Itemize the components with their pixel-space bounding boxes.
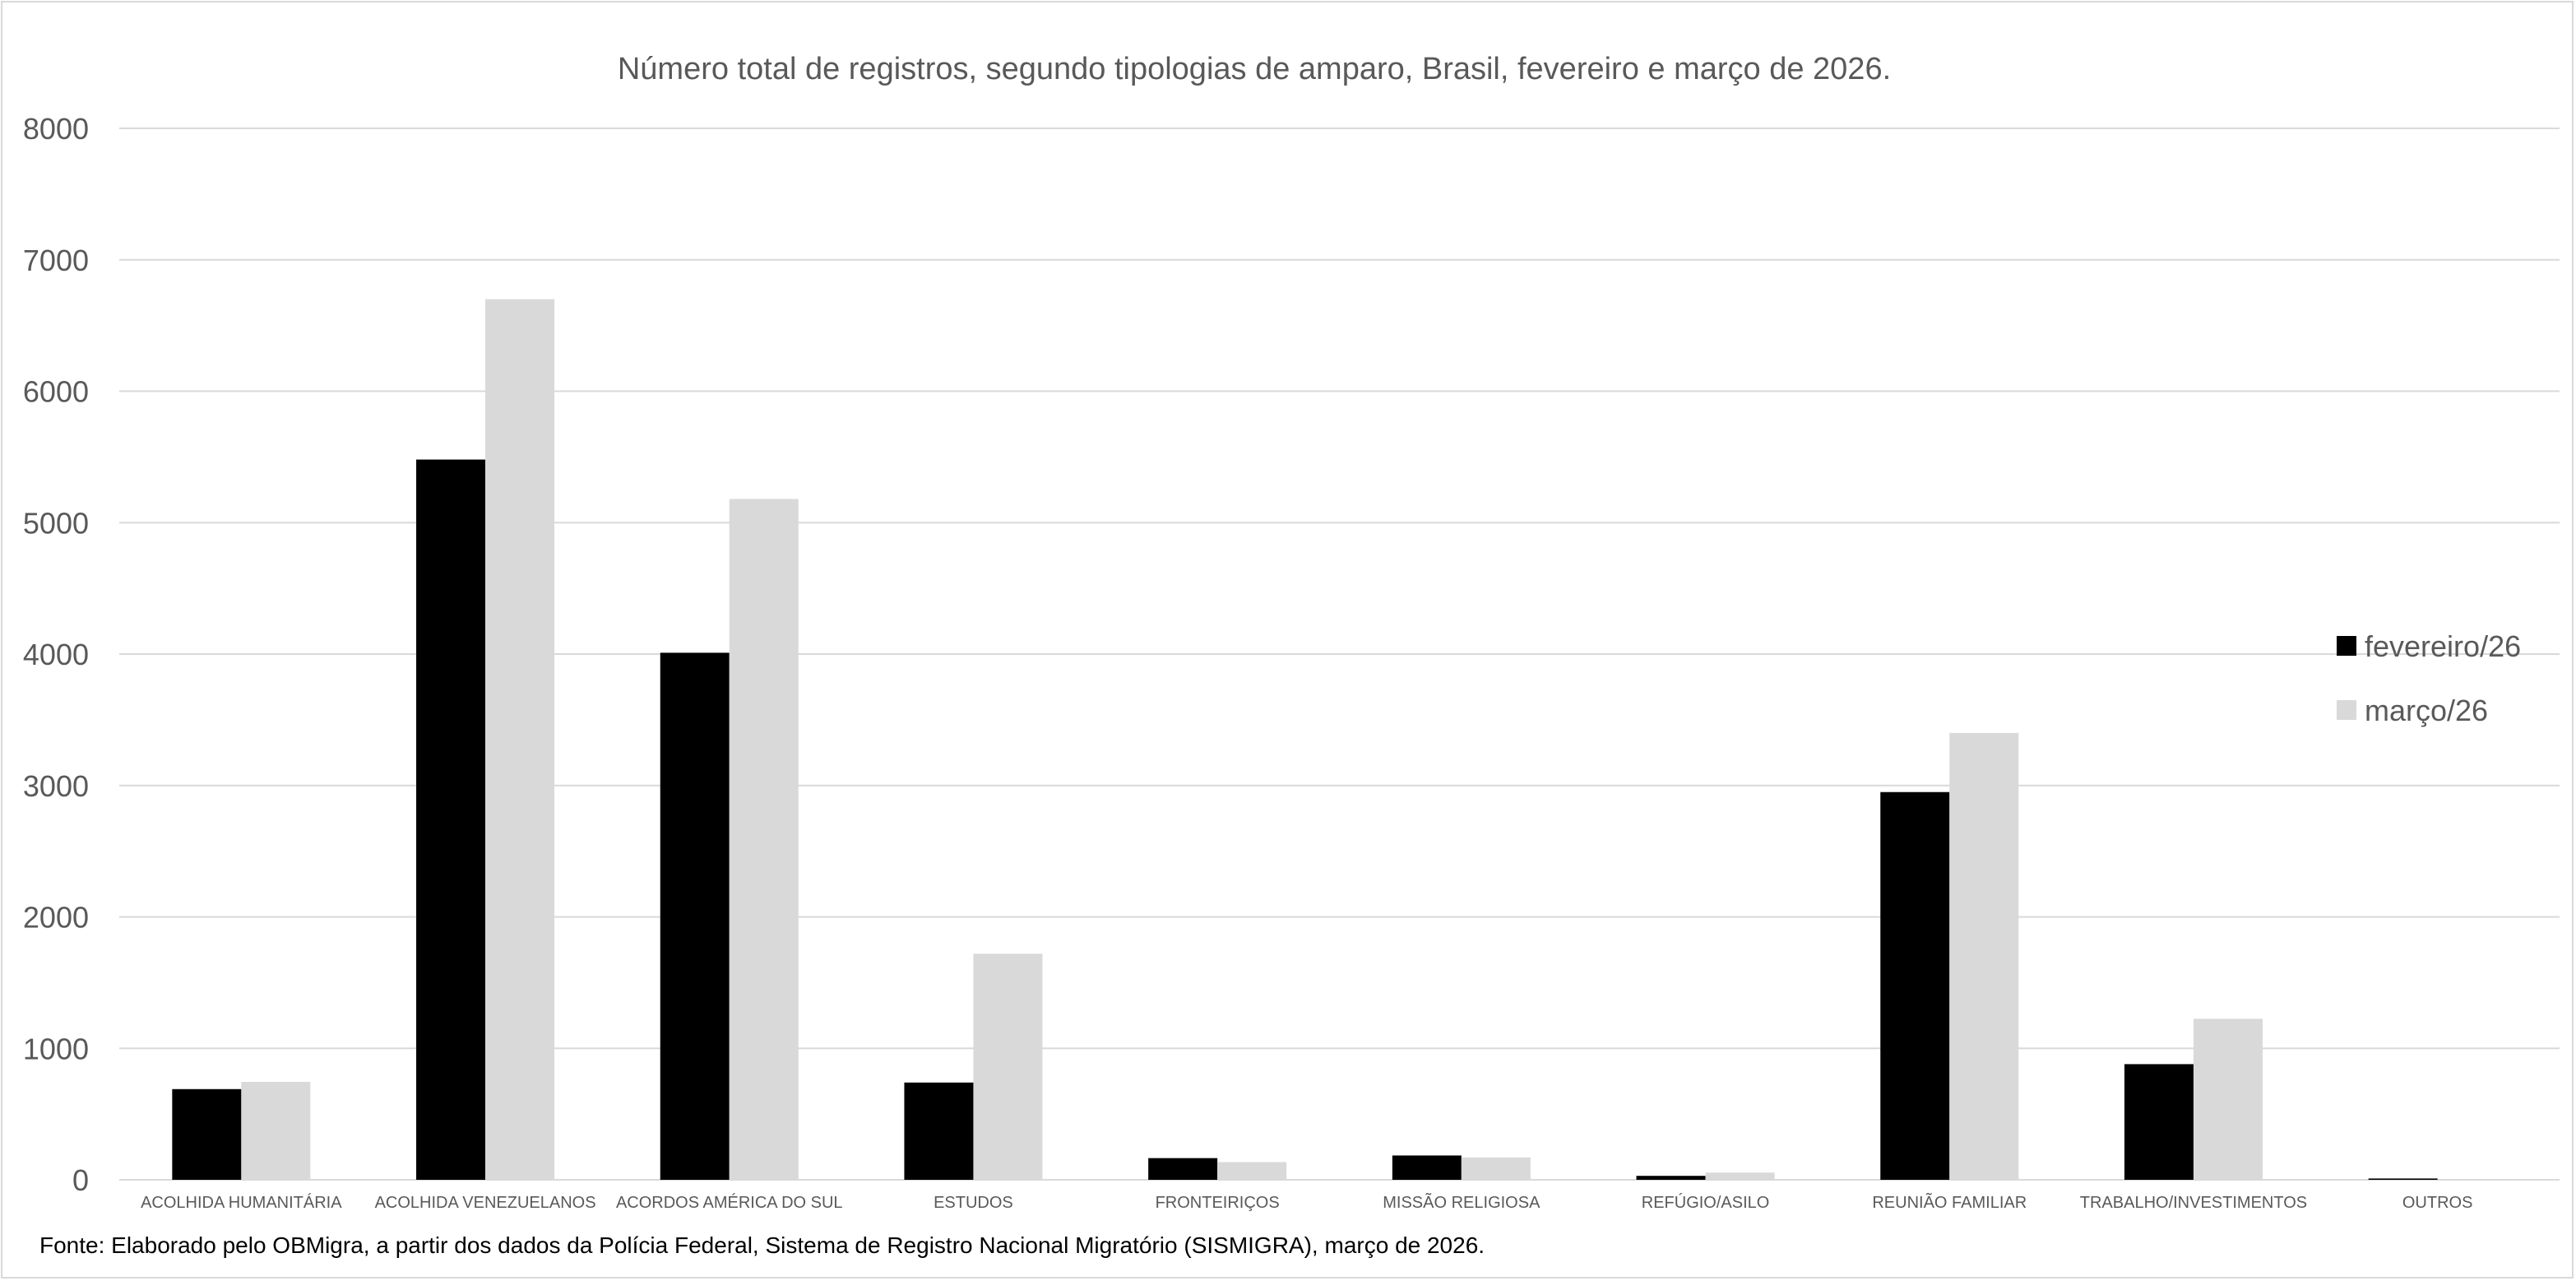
y-tick-label: 3000 [23,769,89,803]
x-tick-label: OUTROS [2402,1194,2473,1212]
legend-label: fevereiro/26 [2365,629,2521,663]
x-tick-label: TRABALHO/INVESTIMENTOS [2080,1194,2307,1212]
legend-swatch [2337,636,2356,656]
x-tick-label: MISSÃO RELIGIOSA [1383,1192,1541,1212]
bar-fevereiro [1636,1176,1706,1180]
bar-fevereiro [2124,1064,2194,1180]
y-tick-label: 2000 [23,901,89,935]
bars [172,299,2507,1180]
bar-marco [1705,1172,1775,1180]
bar-fevereiro [1148,1158,1218,1180]
y-tick-label: 1000 [23,1032,89,1065]
bar-fevereiro [2368,1178,2438,1180]
source-note: Fonte: Elaborado pelo OBMigra, a partir … [39,1232,1485,1258]
y-tick-label: 0 [72,1163,89,1197]
bar-marco [241,1081,311,1180]
x-tick-label: ACOLHIDA VENEZUELANOS [375,1194,596,1212]
x-tick-label: REFÚGIO/ASILO [1642,1193,1770,1212]
y-tick-label: 4000 [23,638,89,671]
x-axis: ACOLHIDA HUMANITÁRIA ACOLHIDA VENEZUELANO… [141,1192,2472,1212]
x-tick-label: FRONTEIRIÇOS [1156,1194,1280,1212]
legend: fevereiro/26 março/26 [2337,629,2521,727]
bar-fevereiro [416,459,486,1180]
legend-label: março/26 [2365,694,2488,727]
bar-marco [1461,1157,1531,1180]
bar-marco [2437,1179,2507,1180]
bar-fevereiro [1392,1155,1462,1180]
y-tick-label: 5000 [23,506,89,540]
legend-swatch [2337,700,2356,720]
bar-marco [973,954,1043,1180]
x-tick-label: REUNIÃO FAMILIAR [1872,1192,2027,1212]
y-tick-label: 6000 [23,375,89,409]
bar-marco [485,299,555,1180]
bar-fevereiro [904,1082,974,1180]
x-tick-label: ESTUDOS [934,1194,1013,1212]
y-axis: 0 1000 2000 3000 4000 5000 6000 7000 8000 [23,112,2560,1197]
bar-marco [2193,1019,2263,1180]
y-tick-label: 7000 [23,244,89,277]
bar-marco [1217,1162,1287,1180]
bar-fevereiro [660,652,730,1180]
bar-fevereiro [172,1088,242,1180]
x-tick-label: ACORDOS AMÉRICA DO SUL [616,1193,843,1212]
x-tick-label: ACOLHIDA HUMANITÁRIA [141,1193,342,1212]
bar-marco [1949,732,2019,1180]
y-tick-label: 8000 [23,112,89,146]
bar-fevereiro [1880,791,1950,1180]
chart-title: Número total de registros, segundo tipol… [618,52,1891,86]
bar-marco [729,499,799,1180]
